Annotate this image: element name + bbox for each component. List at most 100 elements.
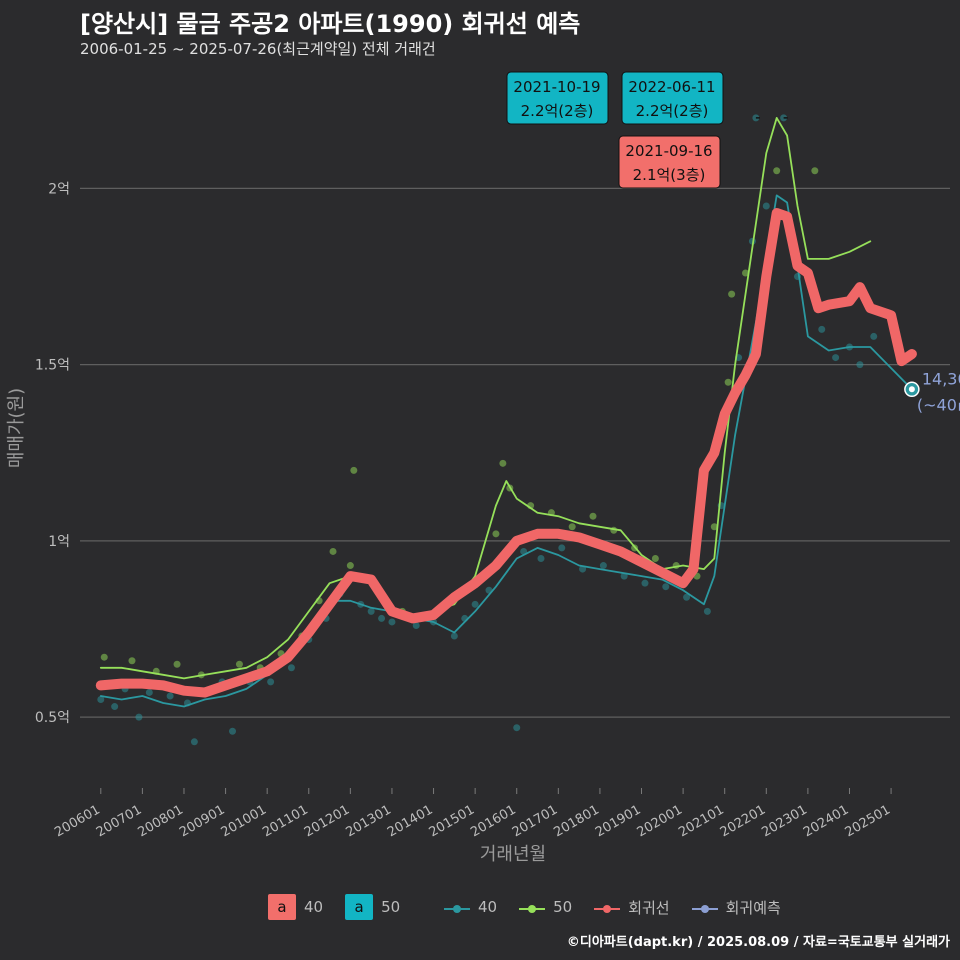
scatter-point [870, 332, 878, 340]
legend-lines: 40 50 회귀선 회귀예측 [444, 893, 803, 921]
x-tick-label: 201801 [551, 802, 601, 840]
scatter-point [811, 167, 819, 175]
scatter-point [741, 269, 749, 277]
y-tick-label: 0.5억 [35, 710, 70, 726]
scatter-point [641, 579, 649, 587]
scatter-point [287, 664, 295, 672]
annotation-price: 2.2억(2층) [521, 102, 594, 120]
legend-line-reg-label: 회귀선 [628, 898, 670, 917]
legend-box-40-label: 40 [304, 898, 324, 916]
x-tick-label: 200801 [135, 802, 185, 840]
x-tick-label: 200601 [52, 802, 102, 840]
y-tick-label: 1.5억 [35, 358, 70, 374]
scatter-point [773, 167, 781, 175]
scatter-point [267, 678, 275, 686]
scatter-point [235, 660, 243, 668]
x-tick-label: 201501 [427, 802, 477, 840]
y-tick-label: 2억 [48, 181, 70, 197]
scatter-point [97, 696, 105, 703]
scatter-point [651, 555, 659, 562]
legend-line-reg-key [594, 901, 621, 913]
scatter-point [818, 325, 826, 333]
scatter-point [329, 547, 337, 555]
legend-line-50-label: 50 [553, 898, 573, 916]
y-tick-label: 1억 [48, 534, 70, 550]
x-tick-label: 201301 [343, 802, 393, 840]
scatter-point [388, 618, 396, 626]
scatter-point [111, 703, 119, 711]
scatter-point [762, 202, 770, 210]
annotation-price: 2.1억(3층) [633, 166, 706, 184]
scatter-point [499, 459, 507, 467]
scatter-point [450, 632, 458, 640]
scatter-point [683, 593, 691, 601]
scatter-point [492, 530, 500, 538]
scatter-point [662, 583, 670, 591]
series-50-line [99, 117, 872, 680]
forecast-area-label: (~40㎡) [917, 395, 960, 414]
scatter-point [229, 727, 237, 735]
annotation-price: 2.2억(2층) [636, 102, 709, 120]
x-tick-label: 202101 [676, 802, 726, 840]
scatter-point [599, 562, 607, 570]
scatter-point [190, 738, 198, 746]
legend-box-50-label: 50 [381, 898, 401, 916]
scatter-point [412, 621, 420, 629]
scatter-point [589, 512, 597, 520]
scatter-point [568, 523, 576, 531]
annotation-date: 2021-10-19 [513, 78, 600, 96]
scatter-point [145, 688, 153, 696]
scatter-point [173, 660, 181, 668]
scatter-point [513, 724, 521, 732]
scatter-point [724, 378, 732, 386]
forecast-marker-center [908, 386, 915, 393]
chart-title: [양산시] 물금 주공2 아파트(1990) 회귀선 예측 [80, 10, 581, 38]
x-tick-label: 202301 [759, 802, 809, 840]
x-tick-label: 201401 [385, 802, 435, 840]
scatter-point [728, 290, 736, 298]
scatter-layer [97, 114, 878, 746]
x-tick-label: 200901 [177, 802, 227, 840]
annotation-box [618, 135, 721, 189]
scatter-point [537, 555, 545, 562]
scatter-point [471, 600, 479, 608]
annotation-layer: 2021-10-19 2.2억(2층) 2022-06-11 2.2억(2층) 2021… [506, 71, 960, 414]
chart-subtitle: 2006-01-25 ~ 2025-07-26(최근계약일) 전체 거래건 [80, 40, 436, 58]
scatter-point [378, 614, 386, 622]
scatter-point [703, 607, 711, 615]
legend-box-50-swatch: a [345, 894, 374, 920]
x-tick-label: 202401 [801, 802, 851, 840]
x-tick-label: 201601 [468, 802, 518, 840]
forecast-value-label: 14,300 [922, 369, 960, 388]
scatter-point [367, 607, 375, 615]
x-tick-label: 201101 [260, 802, 310, 840]
legend-line-fc-key [691, 901, 718, 913]
annotation-date: 2022-06-11 [628, 78, 715, 96]
y-axis-label: 매매가(원) [6, 388, 27, 468]
x-tick-label: 201701 [510, 802, 560, 840]
legend-box-40-swatch: a [268, 894, 296, 920]
scatter-point [128, 657, 136, 665]
x-tick-label: 202501 [843, 802, 893, 840]
scatter-point [166, 692, 174, 700]
scatter-point [710, 523, 718, 531]
scatter-point [100, 653, 108, 661]
legend-line-fc-label: 회귀예측 [725, 898, 781, 917]
legend-line-50-key [519, 901, 546, 913]
x-tick-label: 200701 [94, 802, 144, 840]
legend-line-40-label: 40 [478, 898, 498, 916]
scatter-point [856, 361, 864, 369]
x-tick-label: 202001 [635, 802, 685, 840]
x-axis-label: 거래년월 [480, 844, 546, 865]
legend-line-40-key [444, 901, 470, 913]
scatter-point [135, 713, 143, 721]
series-40-line [99, 194, 913, 708]
scatter-point [579, 565, 587, 573]
scatter-point [346, 562, 354, 570]
scatter-point [558, 544, 566, 552]
annotation-date: 2021-09-16 [625, 142, 712, 160]
scatter-point [350, 466, 358, 474]
scatter-point [832, 354, 840, 362]
x-tick-label: 201201 [302, 802, 352, 840]
